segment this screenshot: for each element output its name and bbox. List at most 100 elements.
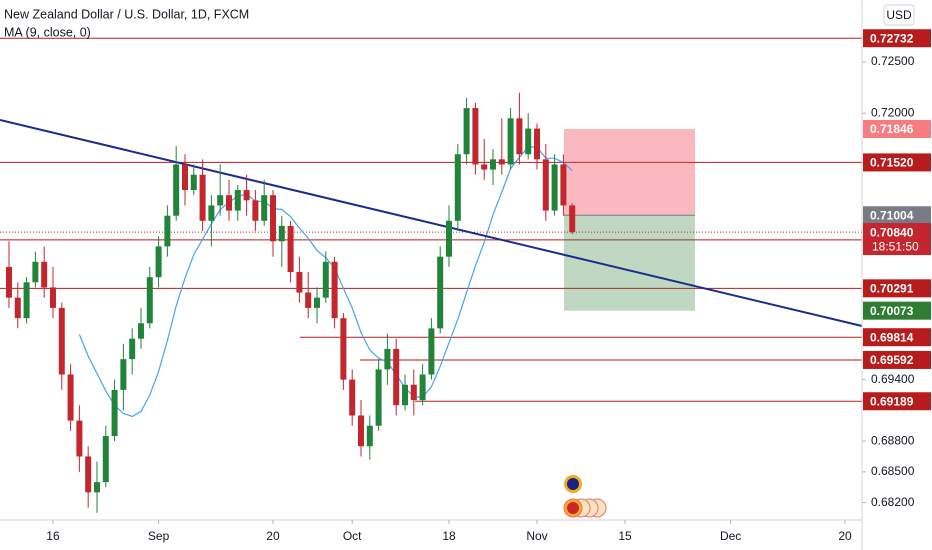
candle-body	[225, 195, 232, 211]
candle-body	[32, 261, 39, 283]
candle-body	[129, 338, 136, 360]
candle-body	[419, 374, 426, 401]
event-icon-flag	[567, 502, 579, 514]
level-label: 0.72732	[870, 31, 914, 45]
candle-body	[67, 374, 74, 421]
target-label: 0.70073	[870, 304, 914, 318]
candle-body	[58, 307, 65, 375]
candle-body	[472, 108, 479, 165]
candle-body	[445, 220, 452, 257]
level-label: 0.69592	[870, 353, 914, 367]
last-price-bg	[863, 223, 931, 256]
candle-body	[93, 482, 100, 493]
candle-body	[41, 261, 48, 288]
x-tick-label: Dec	[720, 529, 741, 543]
candle-body	[217, 195, 224, 206]
indicator-label: MA (9, close, 0)	[4, 25, 91, 39]
candle-body	[5, 266, 12, 298]
candle-body	[481, 164, 488, 170]
trend-line	[0, 119, 863, 327]
overlay	[5, 92, 576, 513]
x-tick-label: 18	[442, 529, 456, 543]
y-tick-label: 0.68800	[871, 433, 915, 447]
candle-body	[111, 389, 118, 436]
candle-body	[437, 256, 444, 329]
candle-body	[181, 164, 188, 191]
candle-body	[384, 348, 391, 370]
level-label-bg	[863, 350, 931, 369]
stop-label: 0.71846	[870, 122, 914, 136]
level-label-bg	[863, 29, 931, 48]
event-icons	[563, 475, 607, 518]
event-icon-flag	[567, 478, 579, 490]
candle-body	[393, 348, 400, 406]
candle-body	[208, 205, 215, 221]
target-zone	[564, 215, 695, 311]
y-tick-label: 0.72000	[871, 105, 915, 119]
candle-body	[85, 456, 92, 493]
candle-body	[49, 287, 56, 308]
candle-body	[560, 164, 567, 206]
candle-body	[401, 384, 408, 406]
x-tick-label: 16	[46, 529, 60, 543]
x-tick-label: Nov	[526, 529, 547, 543]
last-price-label: 0.70840	[870, 225, 914, 239]
candle-body	[146, 277, 153, 324]
level-label: 0.69189	[870, 394, 914, 408]
candle-body	[234, 190, 241, 211]
level-label-bg	[863, 392, 931, 411]
x-tick-label: 20	[266, 529, 280, 543]
candle-body	[173, 164, 180, 216]
y-tick-label: 0.68500	[871, 464, 915, 478]
candle-body	[243, 190, 250, 201]
candle-body	[102, 435, 109, 483]
currency-badge[interactable]	[883, 4, 915, 26]
candle-body	[463, 108, 470, 155]
stop-label-bg	[863, 120, 931, 139]
chart-title: New Zealand Dollar / U.S. Dollar, 1D, FX…	[4, 7, 249, 21]
candle-body	[534, 128, 541, 160]
plot-area	[0, 37, 862, 418]
level-label: 0.71520	[870, 156, 914, 170]
level-label-bg	[863, 279, 931, 298]
candle-body	[569, 205, 576, 233]
candle-body	[349, 379, 356, 416]
candle-body	[516, 118, 523, 155]
currency-label[interactable]: USD	[886, 8, 912, 22]
level-label-bg	[863, 153, 931, 172]
candle-body	[137, 323, 144, 339]
candle-body	[305, 292, 312, 308]
candle-body	[507, 118, 514, 165]
candle-body	[269, 195, 276, 242]
candle-body	[366, 425, 373, 447]
stop-zone	[564, 129, 695, 216]
candle-body	[76, 420, 83, 457]
candle-body	[164, 215, 171, 247]
candle-body	[489, 159, 496, 170]
candle-body	[261, 195, 268, 221]
target-label-bg	[863, 301, 931, 320]
candle-body	[428, 328, 435, 375]
candle-body	[454, 154, 461, 221]
candle-body	[296, 272, 303, 293]
candle-body	[331, 261, 338, 319]
y-tick-label: 0.68200	[871, 495, 915, 509]
level-label-bg	[863, 328, 931, 347]
level-label: 0.69814	[870, 330, 914, 344]
candle-body	[287, 225, 294, 273]
x-tick-label: Sep	[148, 529, 170, 543]
candle-body	[23, 282, 30, 319]
x-tick-label: 20	[838, 529, 852, 543]
entry-label: 0.71004	[870, 208, 914, 222]
candle-body	[322, 261, 329, 298]
candle-body	[278, 225, 285, 242]
entry-label-bg	[863, 206, 931, 225]
candle-body	[340, 318, 347, 380]
y-tick-label: 0.69400	[871, 372, 915, 386]
candle-body	[190, 174, 197, 191]
x-tick-label: 15	[618, 529, 632, 543]
candle-body	[252, 200, 259, 221]
candle-body	[525, 128, 532, 155]
